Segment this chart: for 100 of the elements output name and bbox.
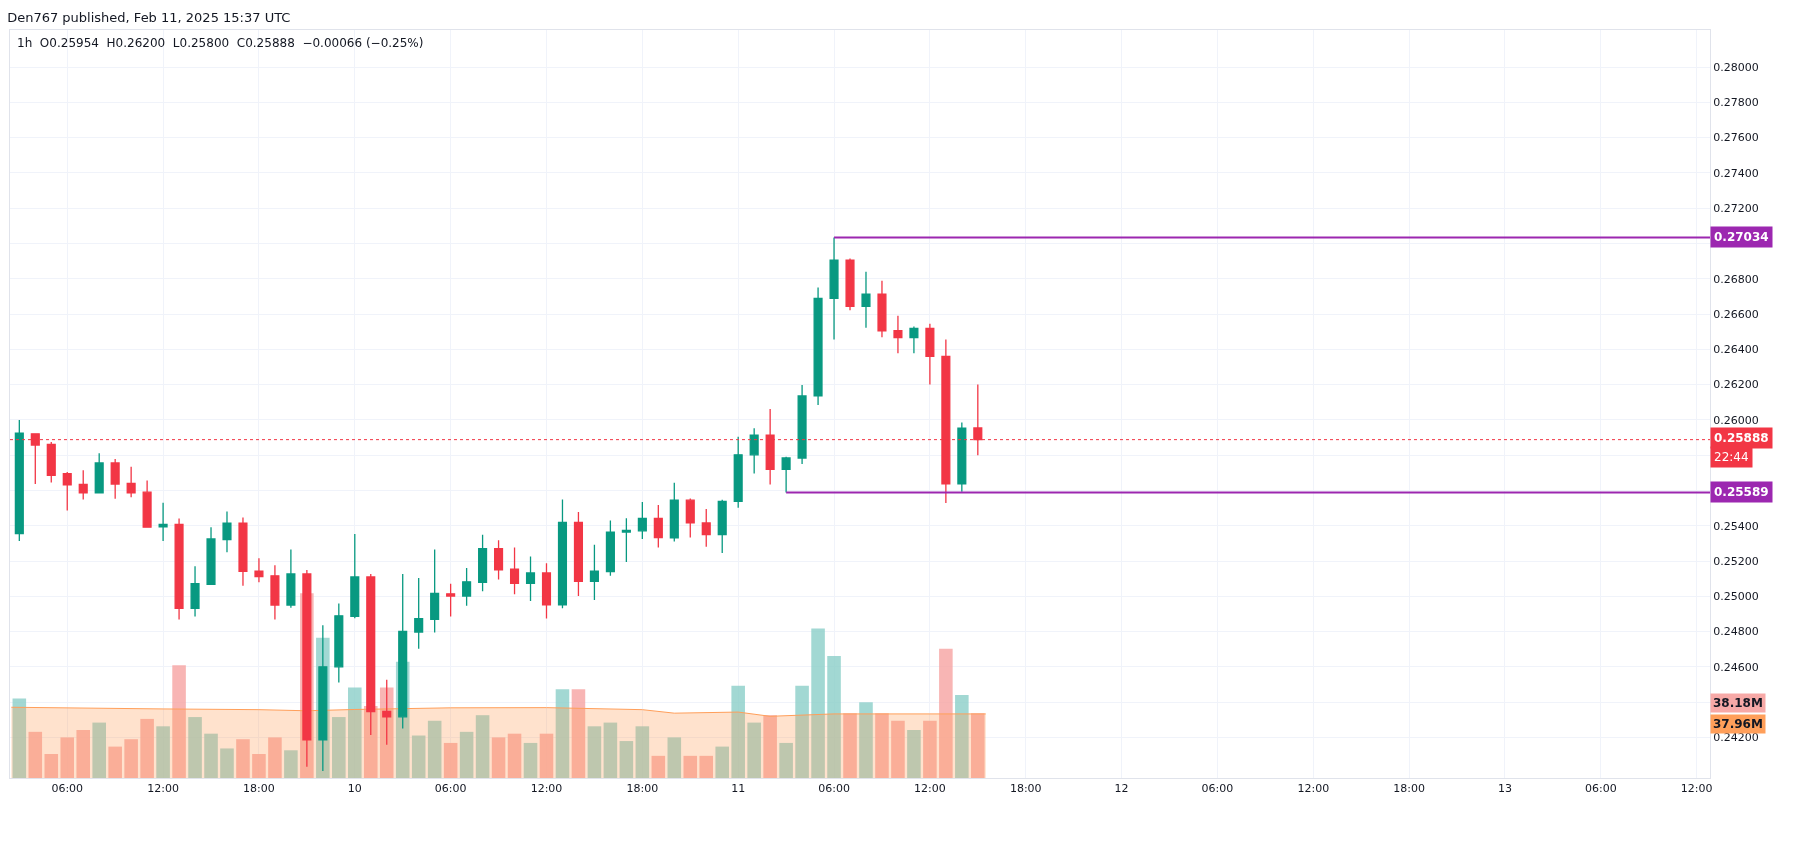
y-tick-label: 0.27600: [1713, 131, 1759, 145]
candlestick: [446, 583, 456, 618]
bar: [907, 729, 921, 778]
candlestick: [414, 577, 424, 650]
bar: [140, 718, 154, 778]
candlestick: [861, 271, 871, 329]
y-tick-label: 0.26800: [1713, 272, 1759, 286]
bar: [555, 689, 570, 778]
ref-line-label: 0.25888: [1714, 431, 1769, 445]
bar: [220, 748, 234, 778]
text: 22:44: [1714, 450, 1749, 464]
candlestick: [701, 508, 711, 548]
bar: [587, 726, 602, 778]
x-tick-label: 12:00: [147, 782, 179, 796]
bar: [635, 726, 650, 778]
x-tick-label: 18:00: [243, 782, 275, 796]
candlestick: [877, 280, 887, 338]
y-tick-label: 0.24600: [1713, 660, 1759, 674]
bar: [699, 755, 714, 778]
bar: [843, 713, 857, 778]
bar: [252, 753, 266, 778]
candlestick: [845, 257, 855, 311]
candlestick: [909, 325, 919, 354]
y-tick-label: 0.25000: [1713, 590, 1759, 604]
candlestick: [46, 441, 56, 484]
x-tick-label: 12:00: [1297, 782, 1330, 796]
candlestick: [893, 315, 903, 354]
y-tick-label: 0.24200: [1713, 731, 1759, 745]
candlestick: [238, 516, 248, 587]
candlestick: [813, 286, 823, 406]
bar: [971, 713, 985, 778]
y-tick-label: 0.25400: [1713, 519, 1759, 533]
candlestick: [509, 546, 520, 595]
bar: [891, 720, 905, 778]
y-tick-label: 0.27200: [1713, 202, 1759, 216]
x-tick-label: 06:00: [434, 782, 467, 796]
candlestick: [685, 497, 695, 539]
bar: [60, 737, 75, 778]
bar: [715, 746, 730, 778]
x-tick-label: 10: [347, 782, 362, 796]
candlestick: [62, 471, 72, 512]
bar: [955, 694, 969, 778]
candlestick: [142, 479, 152, 529]
x-tick-label: 18:00: [626, 782, 659, 796]
data-label: 0.25589: [1714, 485, 1769, 499]
candlestick: [78, 469, 88, 501]
bar: [763, 715, 777, 778]
candlestick: [525, 555, 536, 602]
candlestick: [829, 236, 839, 341]
bar: [108, 746, 122, 778]
y-tick-label: 0.24800: [1713, 625, 1759, 639]
bar: [507, 733, 522, 778]
y-tick-label: 0.26000: [1713, 413, 1759, 427]
candlestick: [541, 562, 552, 620]
bar: [667, 737, 682, 778]
chart-title: Den767 published, Feb 11, 2025 15:37 UTC: [7, 9, 291, 25]
x-tick-label: 18:00: [1393, 782, 1425, 796]
bar: [28, 731, 43, 778]
x-tick-label: 11: [731, 782, 746, 796]
x-tick-label: 12:00: [914, 782, 946, 796]
bar: [795, 685, 809, 778]
y-tick-label: 0.27800: [1713, 96, 1759, 110]
bar: [156, 726, 170, 778]
bar: [204, 733, 218, 778]
bar: [172, 665, 186, 778]
candlestick: [206, 526, 216, 585]
bar: [875, 713, 889, 778]
x-tick-label: 12:00: [530, 782, 563, 796]
candlestick: [589, 544, 599, 601]
candlestick: [573, 511, 584, 597]
candlestick: [286, 548, 296, 609]
candlestick: [653, 504, 663, 549]
candlestick: [222, 510, 232, 553]
text: 38.18M: [1713, 696, 1763, 710]
candlestick: [797, 384, 807, 465]
bar: [348, 687, 362, 778]
x-tick-label: 06:00: [1584, 782, 1617, 796]
candlestick: [669, 482, 679, 543]
data-label: 0.27034: [1714, 230, 1769, 244]
bar: [124, 739, 138, 778]
bar: [363, 705, 378, 778]
candlestick: [430, 548, 440, 634]
candlestick: [462, 567, 472, 607]
candlestick: [110, 458, 120, 500]
candlestick: [637, 501, 647, 540]
candlestick: [254, 557, 264, 584]
bar: [603, 722, 618, 778]
bar: [427, 720, 442, 778]
y-tick-label: 0.26200: [1713, 378, 1759, 392]
candlestick: [733, 436, 743, 509]
bar: [827, 656, 841, 778]
bar: [411, 735, 426, 778]
bar: [811, 628, 825, 778]
candlestick: [478, 534, 488, 592]
candlestick: [605, 519, 615, 577]
bar: [539, 733, 554, 778]
bar: [12, 698, 27, 778]
x-tick-label: 06:00: [818, 782, 850, 796]
bar: [731, 685, 745, 778]
y-tick-label: 0.27400: [1713, 166, 1759, 180]
